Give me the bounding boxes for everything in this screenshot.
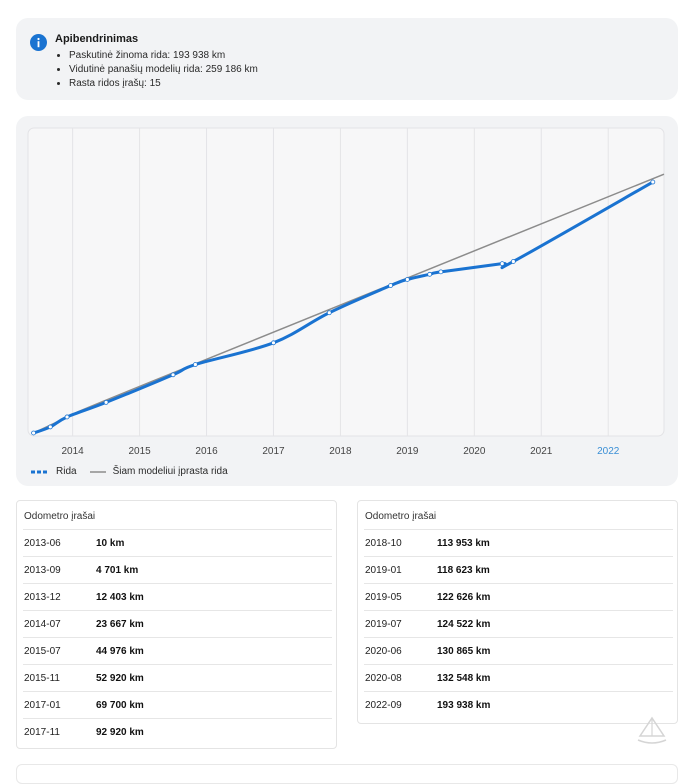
row-mileage: 12 403 km (96, 591, 144, 603)
x-tick-label: 2019 (396, 446, 419, 457)
next-section-card (16, 764, 678, 784)
row-mileage: 130 865 km (437, 645, 491, 657)
table-row: 2020-06 130 865 km (364, 637, 673, 664)
mileage-chart: 2014 2015 2016 2017 2018 2019 2020 2021 2022 (27, 127, 665, 457)
summary-item-last-mileage: Paskutinė žinoma rida: 193 938 km (69, 49, 258, 63)
data-point[interactable] (326, 310, 332, 316)
row-mileage: 23 667 km (96, 618, 144, 630)
odometer-table-right: Odometro įrašai 2018-10 113 953 km 2019-01… (357, 500, 678, 724)
table-row: 2014-07 23 667 km (23, 610, 332, 637)
row-mileage: 113 953 km (437, 537, 490, 549)
row-date: 2013-12 (24, 591, 61, 603)
legend-item-rida[interactable]: Rida (30, 466, 77, 477)
summary-panel: Apibendrinimas Paskutinė žinoma rida: 19… (16, 18, 678, 100)
legend-label-rida: Rida (56, 466, 77, 477)
summary-title: Apibendrinimas (55, 33, 139, 45)
mileage-chart-card: 2014 2015 2016 2017 2018 2019 2020 2021 2022 Rid… (16, 116, 678, 486)
chart-legend: Rida Šiam modeliui įprasta rida (30, 466, 240, 477)
info-icon (30, 34, 47, 51)
row-mileage: 193 938 km (437, 699, 491, 711)
row-date: 2019-05 (365, 591, 402, 603)
row-date: 2013-09 (24, 564, 61, 576)
x-tick-label: 2017 (262, 446, 285, 457)
table-row: 2015-07 44 976 km (23, 637, 332, 664)
table-row: 2019-07 124 522 km (364, 610, 673, 637)
table-rows: 2013-06 10 km 2013-09 4 701 km 2013-12 12 403… (23, 529, 332, 745)
table-title: Odometro įrašai (24, 511, 96, 522)
row-mileage: 92 920 km (96, 726, 144, 738)
data-point[interactable] (438, 269, 444, 275)
row-date: 2013-06 (24, 537, 61, 549)
table-row: 2013-12 12 403 km (23, 583, 332, 610)
data-point[interactable] (64, 414, 70, 420)
x-tick-label: 2014 (62, 446, 85, 457)
x-tick-label: 2022 (597, 446, 620, 457)
table-row: 2015-11 52 920 km (23, 664, 332, 691)
row-date: 2020-08 (365, 672, 402, 684)
data-point[interactable] (192, 362, 198, 367)
row-mileage: 122 626 km (437, 591, 491, 603)
data-point[interactable] (388, 283, 394, 288)
x-tick-label: 2021 (530, 446, 553, 457)
row-date: 2019-07 (365, 618, 402, 630)
summary-item-record-count: Rasta ridos įrašų: 15 (69, 77, 258, 91)
row-mileage: 10 km (96, 537, 125, 549)
data-point[interactable] (271, 340, 276, 346)
x-tick-label: 2015 (128, 446, 151, 457)
row-date: 2020-06 (365, 645, 402, 657)
row-date: 2019-01 (365, 564, 402, 576)
table-row: 2019-05 122 626 km (364, 583, 673, 610)
summary-item-average-mileage: Vidutinė panašių modelių rida: 259 186 k… (69, 63, 258, 77)
row-date: 2017-01 (24, 699, 61, 711)
row-mileage: 124 522 km (437, 618, 491, 630)
x-tick-label: 2020 (463, 446, 486, 457)
row-date: 2014-07 (24, 618, 61, 630)
table-row: 2013-06 10 km (23, 529, 332, 556)
data-point[interactable] (47, 424, 53, 430)
table-row: 2013-09 4 701 km (23, 556, 332, 583)
table-row: 2018-10 113 953 km (364, 529, 673, 556)
data-point[interactable] (510, 259, 516, 264)
summary-list: Paskutinė žinoma rida: 193 938 km Viduti… (55, 49, 258, 91)
row-date: 2018-10 (365, 537, 402, 549)
watermark-logo-icon (637, 716, 667, 744)
data-point[interactable] (103, 399, 109, 405)
odometer-table-left: Odometro įrašai 2013-06 10 km 2013-09 4 701… (16, 500, 337, 749)
row-mileage: 52 920 km (96, 672, 144, 684)
x-tick-label: 2016 (195, 446, 218, 457)
row-mileage: 4 701 km (96, 564, 139, 576)
table-row: 2019-01 118 623 km (364, 556, 673, 583)
data-point[interactable] (499, 261, 505, 267)
legend-label-typical: Šiam modeliui įprasta rida (112, 466, 228, 477)
row-mileage: 118 623 km (437, 564, 490, 576)
table-row: 2022-09 193 938 km (364, 691, 673, 718)
row-date: 2022-09 (365, 699, 402, 711)
legend-item-typical[interactable]: Šiam modeliui įprasta rida (89, 466, 228, 477)
row-mileage: 132 548 km (437, 672, 491, 684)
x-tick-label: 2018 (329, 446, 352, 457)
data-point[interactable] (404, 277, 410, 282)
row-date: 2015-07 (24, 645, 61, 657)
plot-area (27, 127, 665, 437)
data-point[interactable] (31, 430, 36, 436)
table-row: 2020-08 132 548 km (364, 664, 673, 691)
row-date: 2017-11 (24, 726, 60, 738)
data-point[interactable] (650, 179, 656, 185)
legend-swatch-rida (31, 470, 49, 473)
row-date: 2015-11 (24, 672, 60, 684)
table-title: Odometro įrašai (365, 511, 437, 522)
table-rows: 2018-10 113 953 km 2019-01 118 623 km 2019-0… (364, 529, 673, 718)
table-row: 2017-01 69 700 km (23, 691, 332, 718)
legend-swatch-typical (89, 470, 106, 473)
row-mileage: 69 700 km (96, 699, 144, 711)
data-point[interactable] (427, 271, 433, 277)
table-row: 2017-11 92 920 km (23, 718, 332, 745)
row-mileage: 44 976 km (96, 645, 144, 657)
data-point[interactable] (170, 372, 176, 378)
